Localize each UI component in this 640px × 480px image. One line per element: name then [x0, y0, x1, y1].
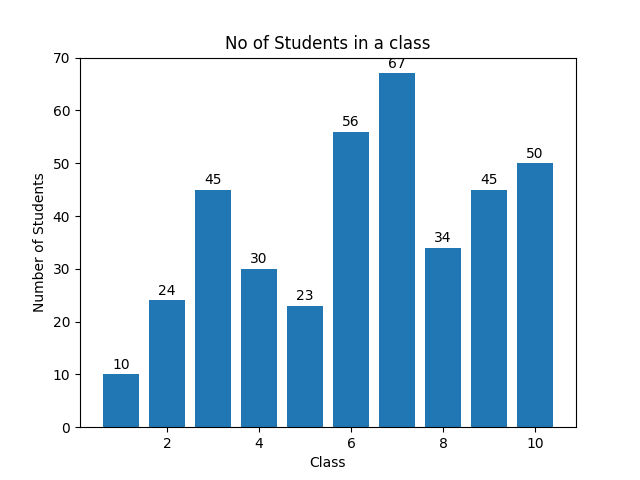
Bar [379, 73, 415, 427]
Bar [241, 269, 277, 427]
Text: 45: 45 [480, 173, 498, 187]
Text: 56: 56 [342, 115, 360, 129]
Y-axis label: Number of Students: Number of Students [33, 172, 47, 312]
Text: 67: 67 [388, 57, 406, 71]
Bar [470, 190, 508, 427]
Text: 30: 30 [250, 252, 268, 266]
Bar [287, 306, 323, 427]
Bar [333, 132, 369, 427]
Bar [148, 300, 186, 427]
Text: 10: 10 [112, 358, 130, 372]
Text: 23: 23 [296, 289, 314, 303]
Title: No of Students in a class: No of Students in a class [225, 35, 431, 53]
Text: 50: 50 [526, 146, 544, 160]
Bar [516, 163, 554, 427]
X-axis label: Class: Class [310, 456, 346, 470]
Bar [102, 374, 140, 427]
Bar [195, 190, 232, 427]
Text: 34: 34 [435, 231, 452, 245]
Text: 24: 24 [158, 284, 176, 298]
Bar [424, 248, 461, 427]
Text: 45: 45 [204, 173, 221, 187]
